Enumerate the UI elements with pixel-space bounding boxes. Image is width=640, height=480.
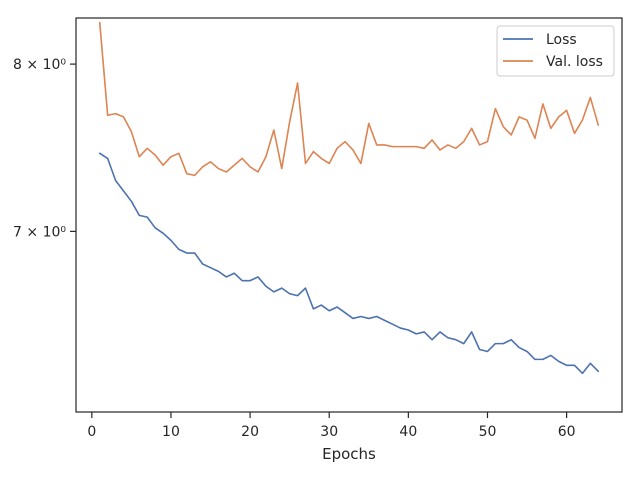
x-tick-label: 0 — [87, 424, 96, 440]
x-tick-label: 10 — [162, 424, 180, 440]
legend-label: Val. loss — [546, 54, 603, 70]
x-tick-label: 40 — [399, 424, 417, 440]
x-tick-label: 30 — [320, 424, 338, 440]
y-tick-label: 7 × 10⁰ — [13, 224, 66, 240]
plot-area-frame — [75, 17, 623, 413]
x-tick-label: 50 — [479, 424, 497, 440]
x-tick-label: 60 — [558, 424, 576, 440]
series-line-val-loss — [98, 21, 600, 177]
x-tick-label: 20 — [241, 424, 259, 440]
legend: Loss Val. loss — [496, 25, 615, 77]
legend-label: Loss — [546, 32, 577, 48]
y-axis-ticks: 7 × 10⁰ 8 × 10⁰ — [13, 57, 76, 240]
y-tick-label: 8 × 10⁰ — [13, 57, 66, 73]
x-axis-title: Epochs — [322, 445, 376, 463]
x-axis-ticks: 0 10 20 30 40 50 60 — [87, 412, 576, 440]
series-line-loss — [98, 152, 600, 375]
series-layer — [98, 21, 600, 375]
